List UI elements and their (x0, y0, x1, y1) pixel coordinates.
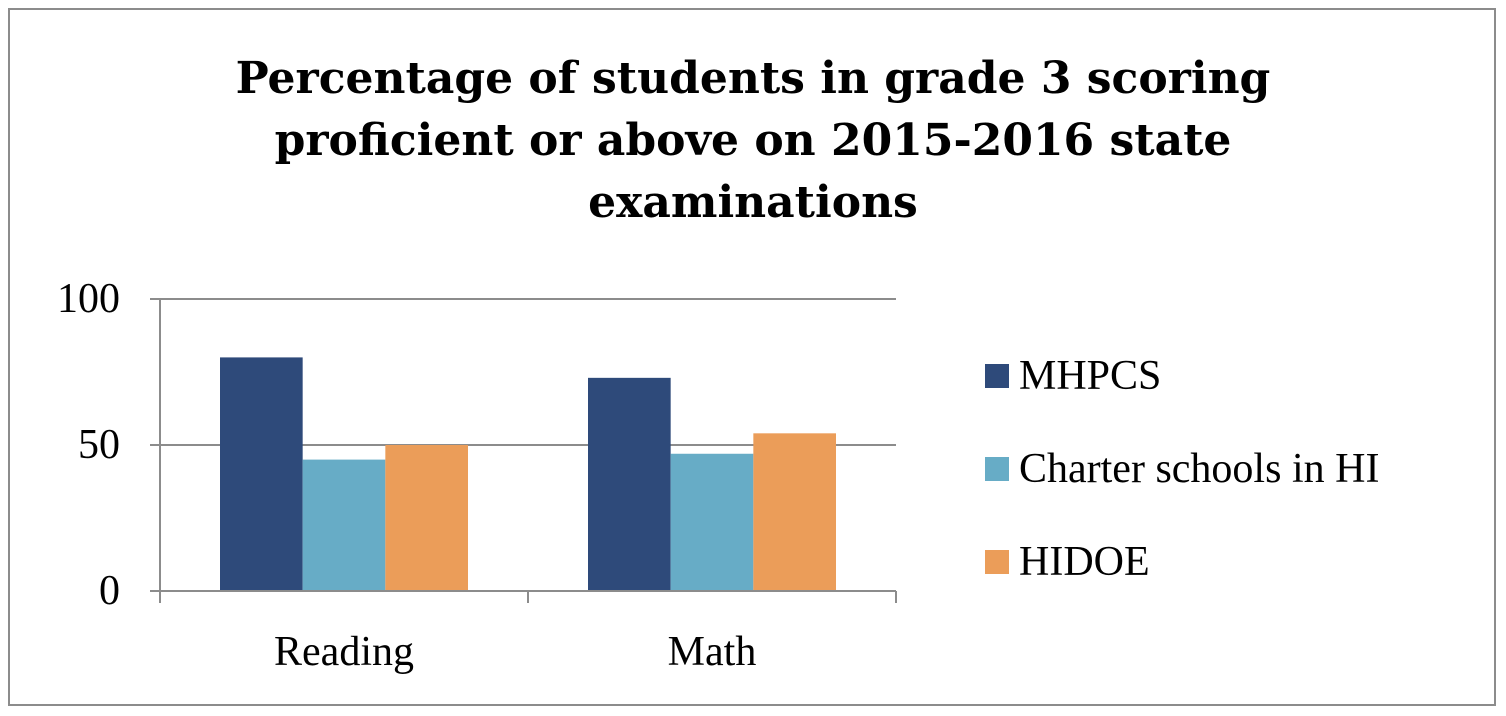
legend-item-charter-schools-in-hi: Charter schools in HI (985, 444, 1379, 494)
legend-item-mhpcs: MHPCS (985, 351, 1161, 401)
legend-label: HIDOE (1019, 539, 1150, 585)
bar-reading-charter-schools-in-hi (302, 459, 386, 591)
y-tick-label: 50 (78, 422, 120, 468)
bars (220, 357, 836, 591)
x-tick-label-math: Math (668, 629, 757, 675)
bar-reading-mhpcs (220, 357, 303, 591)
chart-title-line-2: proficient or above on 2015-2016 state (274, 115, 1232, 166)
tick-labels: 0 50 100 Reading Math (57, 276, 756, 675)
legend-swatch (985, 550, 1009, 574)
legend-label: Charter schools in HI (1019, 446, 1380, 492)
y-tick-label: 100 (57, 276, 120, 322)
bar-math-charter-schools-in-hi (670, 453, 754, 591)
bar-math-mhpcs (588, 377, 671, 591)
legend-label: MHPCS (1019, 353, 1162, 399)
legend-swatch (985, 457, 1009, 481)
x-tick-label-reading: Reading (274, 629, 414, 675)
chart-title-line-3: examinations (588, 177, 918, 228)
chart-title-line-1: Percentage of students in grade 3 scorin… (235, 53, 1271, 104)
y-tick-label: 0 (99, 568, 120, 614)
legend-item-hidoe: HIDOE (985, 537, 1150, 587)
axes (150, 299, 897, 603)
chart-title: Percentage of students in grade 3 scorin… (0, 48, 1506, 234)
legend-swatch (985, 364, 1009, 388)
bar-math-hidoe (753, 433, 836, 591)
bar-reading-hidoe (385, 445, 468, 591)
